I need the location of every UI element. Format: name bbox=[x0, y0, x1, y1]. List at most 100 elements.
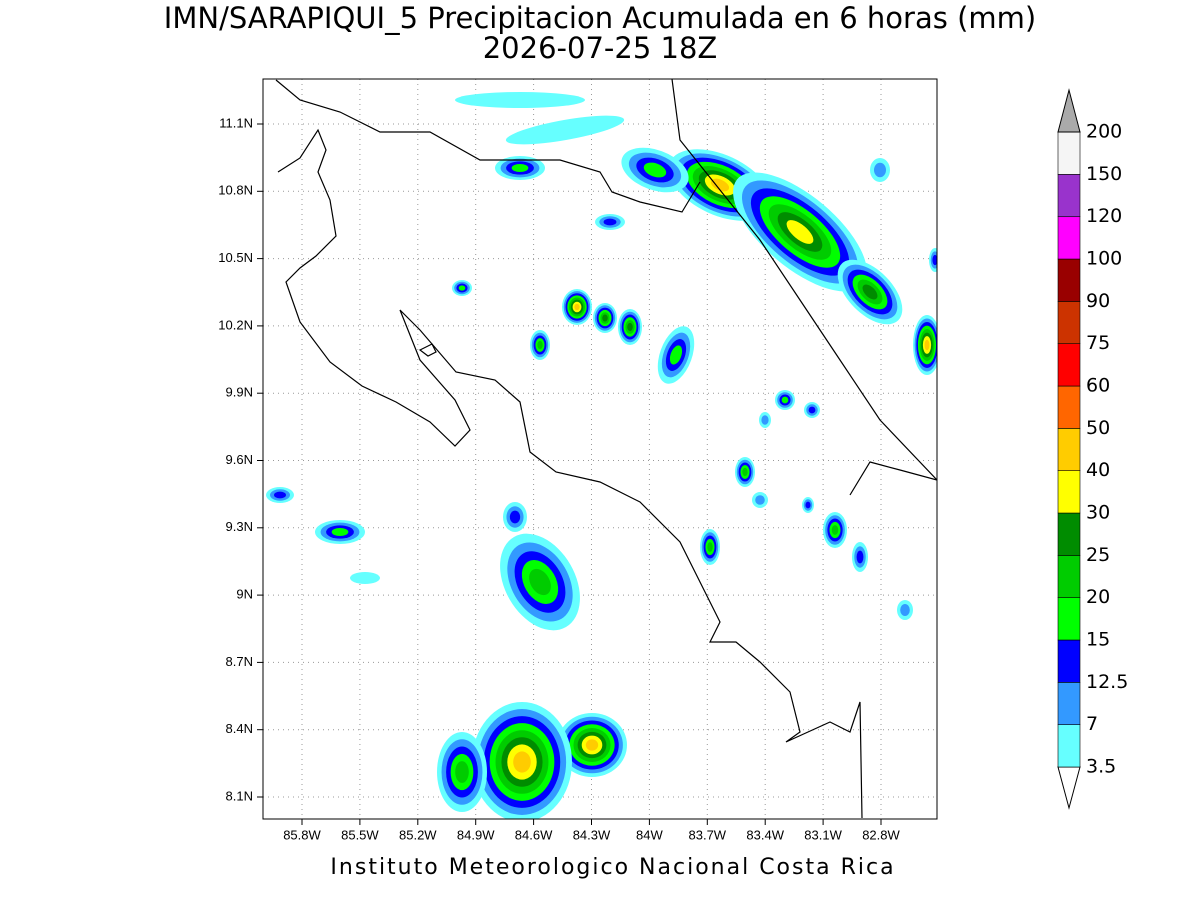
colorbar-segment bbox=[1057, 470, 1081, 514]
precip-contour bbox=[511, 164, 529, 172]
lat-tick-label: 10.2N bbox=[218, 317, 253, 332]
colorbar-label: 100 bbox=[1086, 248, 1122, 270]
over-triangle bbox=[1057, 88, 1081, 133]
lat-tick-label: 9.9N bbox=[226, 385, 253, 400]
lake bbox=[418, 343, 437, 357]
precip-contour bbox=[742, 467, 748, 477]
precip-contour bbox=[350, 572, 380, 584]
precip-contour bbox=[932, 254, 937, 266]
precip-contour bbox=[707, 542, 713, 552]
colorbar-label: 15 bbox=[1086, 629, 1110, 651]
colorbar-segment bbox=[1057, 428, 1081, 471]
colorbar-segment bbox=[1057, 724, 1081, 768]
colorbar-label: 30 bbox=[1086, 502, 1110, 524]
colorbar-segment bbox=[1057, 682, 1081, 725]
lat-tick-label: 9.3N bbox=[226, 519, 253, 534]
lon-tick-label: 83.4W bbox=[746, 827, 784, 842]
lat-tick-label: 11.1N bbox=[219, 115, 253, 130]
precip-contour bbox=[781, 396, 789, 404]
lon-tick-label: 84.6W bbox=[515, 827, 553, 842]
nicaragua-border bbox=[275, 79, 701, 213]
colorbar-label: 90 bbox=[1086, 290, 1110, 312]
footer: Instituto Meteorologico Nacional Costa R… bbox=[330, 855, 895, 880]
lon-tick-label: 84.3W bbox=[573, 827, 611, 842]
lat-tick-label: 9N bbox=[236, 587, 253, 602]
title: IMN/SARAPIQUI_5 Precipitacion Acumulada … bbox=[164, 1, 1036, 35]
colorbar: 3.5 7 12.5 15 20 25 30 40 50 60 75 90 100 120 150 200 bbox=[1057, 88, 1128, 810]
colorbar-label: 50 bbox=[1086, 417, 1110, 439]
colorbar-segment bbox=[1057, 385, 1081, 429]
colorbar-label: 150 bbox=[1086, 163, 1122, 185]
lon-tick-label: 84.9W bbox=[457, 827, 495, 842]
caribbean-coast bbox=[671, 79, 937, 481]
precip-contour bbox=[669, 345, 683, 365]
colorbar-label: 3.5 bbox=[1086, 756, 1116, 778]
subtitle: 2026-07-25 18Z bbox=[483, 31, 718, 65]
precip-contour bbox=[274, 491, 286, 499]
colorbar-segment bbox=[1057, 216, 1081, 260]
colorbar-label: 120 bbox=[1086, 205, 1122, 227]
colorbar-label: 20 bbox=[1086, 586, 1110, 608]
colorbar-segment bbox=[1057, 555, 1081, 598]
precip-contour bbox=[529, 568, 551, 596]
colorbar-label: 75 bbox=[1086, 332, 1110, 354]
colorbar-label: 40 bbox=[1086, 459, 1110, 481]
precip-contour bbox=[862, 284, 878, 300]
lon-tick-label: 85.8W bbox=[283, 827, 321, 842]
precip-contour bbox=[331, 528, 349, 536]
precip-contour bbox=[761, 415, 769, 425]
precip-contour bbox=[574, 303, 580, 311]
precip-contour bbox=[455, 92, 585, 108]
colorbar-segment bbox=[1057, 131, 1081, 175]
lon-tick-label: 85.2W bbox=[399, 827, 437, 842]
precip-contour bbox=[805, 501, 811, 509]
colorbar-segment bbox=[1057, 343, 1081, 387]
panama-border bbox=[849, 461, 937, 496]
under-triangle bbox=[1057, 766, 1081, 810]
colorbar-segment bbox=[1057, 174, 1081, 218]
precip-contour bbox=[808, 406, 816, 414]
colorbar-label: 60 bbox=[1086, 375, 1110, 397]
precip-contour bbox=[643, 162, 667, 178]
lon-tick-label: 85.5W bbox=[341, 827, 379, 842]
lat-tick-label: 8.1N bbox=[226, 788, 253, 803]
precip-contour bbox=[455, 761, 469, 783]
precip-contour bbox=[924, 339, 930, 351]
colorbar-label: 7 bbox=[1086, 713, 1098, 735]
coastlines bbox=[275, 79, 937, 819]
colorbar-segment bbox=[1057, 301, 1081, 344]
precip-contour bbox=[603, 218, 617, 226]
lat-tick-label: 8.4N bbox=[226, 721, 253, 736]
colorbar-segment bbox=[1057, 512, 1081, 556]
plot-frame bbox=[262, 78, 938, 820]
lat-tick-label: 9.6N bbox=[226, 452, 253, 467]
pacific-coast bbox=[277, 128, 863, 819]
precip-contour bbox=[602, 314, 608, 322]
lat-tick-label: 10.8N bbox=[218, 183, 253, 198]
precip-contour bbox=[874, 162, 886, 178]
precip-contour bbox=[458, 285, 466, 291]
precip-contour bbox=[627, 322, 633, 332]
colorbar-segment bbox=[1057, 639, 1081, 683]
precip-contour bbox=[900, 604, 910, 616]
precip-contour bbox=[505, 115, 625, 145]
colorbar-label: 25 bbox=[1086, 544, 1110, 566]
colorbar-segment bbox=[1057, 258, 1081, 302]
precip-contour bbox=[755, 495, 765, 505]
lon-tick-label: 83.7W bbox=[689, 827, 727, 842]
precip-contour bbox=[856, 550, 864, 564]
precip-contour bbox=[513, 751, 531, 773]
precip-contour bbox=[710, 178, 730, 192]
lon-tick-label: 82.8W bbox=[862, 827, 900, 842]
precip-contour bbox=[537, 340, 543, 350]
lat-tick-label: 8.7N bbox=[226, 654, 253, 669]
lat-tick-label: 10.5N bbox=[218, 250, 253, 265]
colorbar-label: 12.5 bbox=[1086, 671, 1128, 693]
precip-field bbox=[266, 92, 937, 819]
colorbar-label: 200 bbox=[1086, 121, 1122, 143]
colorbar-segment bbox=[1057, 597, 1081, 641]
lon-tick-label: 83.1W bbox=[804, 827, 842, 842]
precip-contour bbox=[509, 510, 521, 524]
